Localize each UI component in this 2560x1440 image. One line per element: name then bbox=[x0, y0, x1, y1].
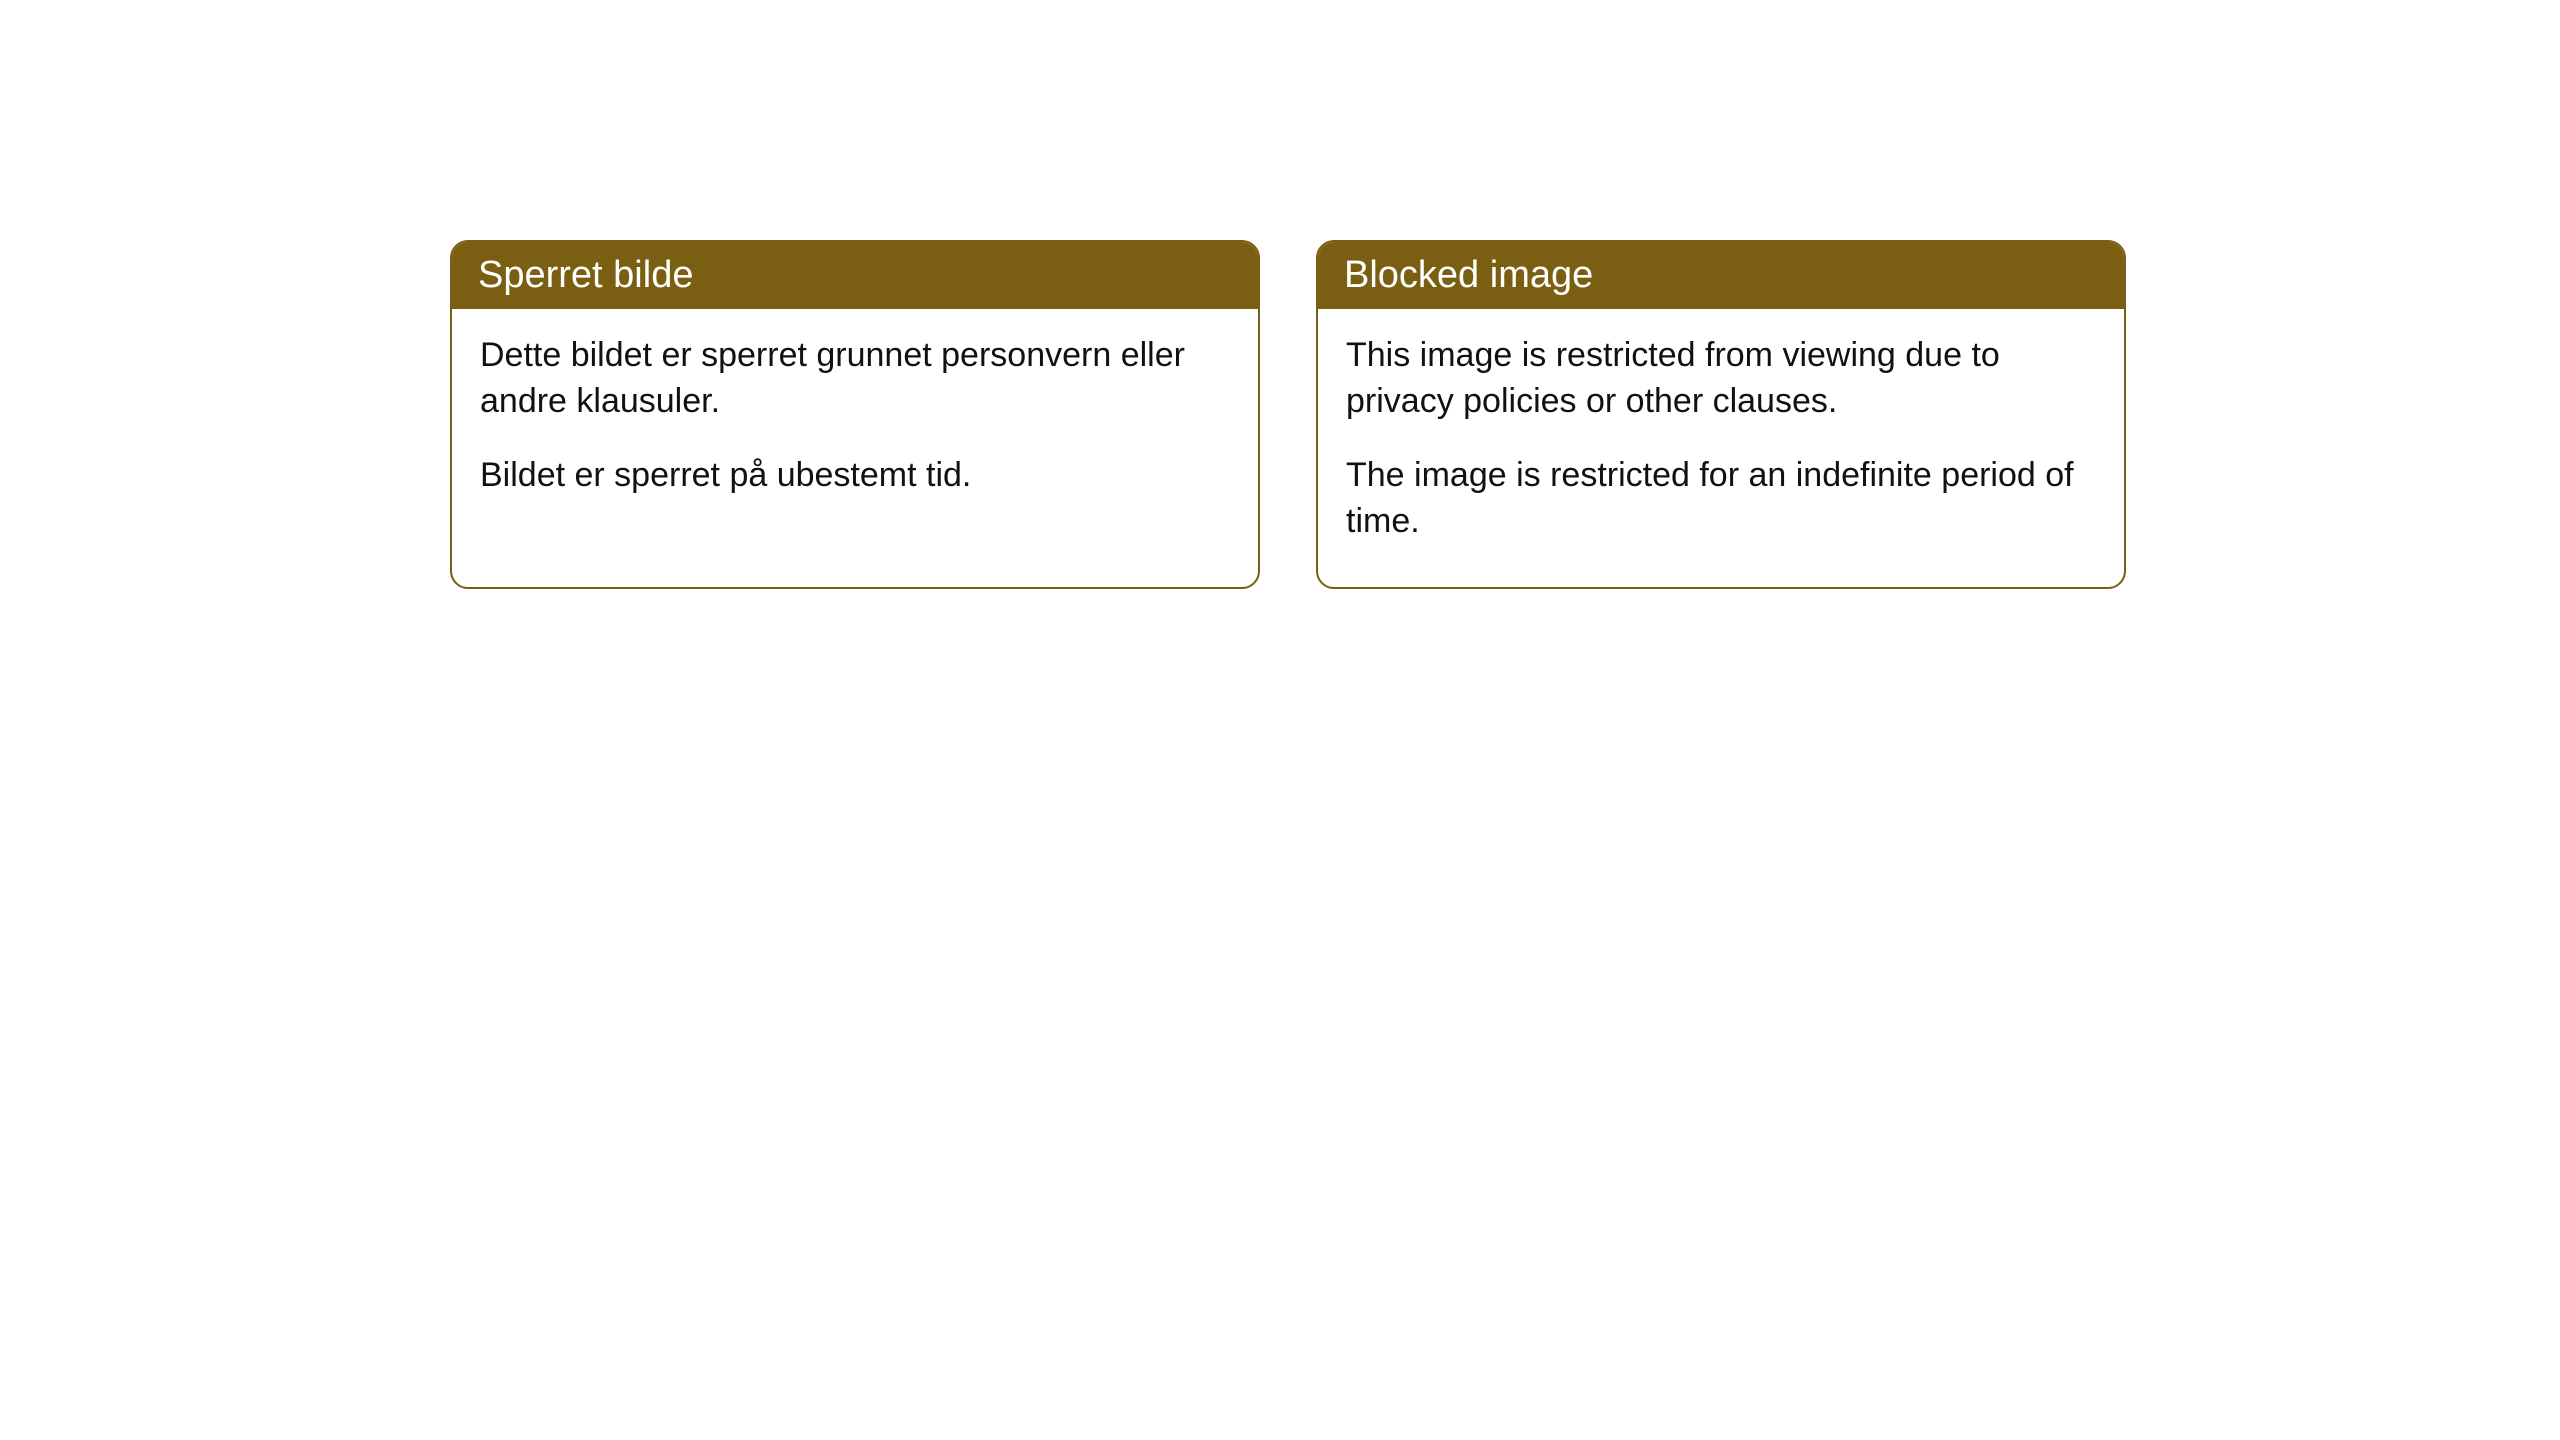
card-para2-en: The image is restricted for an indefinit… bbox=[1346, 453, 2096, 545]
card-para1-no: Dette bildet er sperret grunnet personve… bbox=[480, 333, 1230, 425]
card-header-en: Blocked image bbox=[1318, 242, 2124, 309]
card-body-no: Dette bildet er sperret grunnet personve… bbox=[452, 309, 1258, 541]
card-header-no: Sperret bilde bbox=[452, 242, 1258, 309]
blocked-image-card-en: Blocked image This image is restricted f… bbox=[1316, 240, 2126, 589]
card-para2-no: Bildet er sperret på ubestemt tid. bbox=[480, 453, 1230, 499]
card-title-no: Sperret bilde bbox=[478, 254, 693, 296]
card-title-en: Blocked image bbox=[1344, 254, 1593, 296]
blocked-image-notice-container: Sperret bilde Dette bildet er sperret gr… bbox=[0, 0, 2560, 589]
card-body-en: This image is restricted from viewing du… bbox=[1318, 309, 2124, 587]
card-para1-en: This image is restricted from viewing du… bbox=[1346, 333, 2096, 425]
blocked-image-card-no: Sperret bilde Dette bildet er sperret gr… bbox=[450, 240, 1260, 589]
